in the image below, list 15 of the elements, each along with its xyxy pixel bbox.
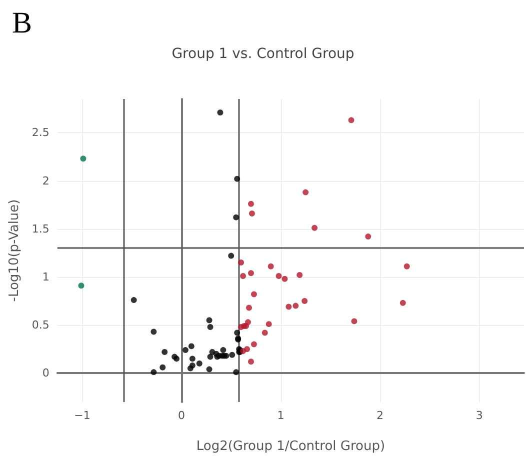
y-tick-label: 1.5 <box>32 222 50 236</box>
x-tick-label: 3 <box>476 409 483 422</box>
x-tick-label: 0 <box>178 409 185 422</box>
y-axis-title: -Log10(p-Value) <box>7 199 22 302</box>
x-axis-title: Log2(Group 1/Control Group) <box>196 439 386 454</box>
chart-title: Group 1 vs. Control Group <box>172 46 354 62</box>
y-tick-label: 2.5 <box>32 126 50 140</box>
y-tick-label: 2 <box>42 174 50 188</box>
x-tick-label: −1 <box>74 409 90 422</box>
y-tick-label: 0 <box>42 366 50 380</box>
y-tick-label: 1 <box>42 270 50 284</box>
y-tick-label: 0.5 <box>32 318 50 332</box>
x-tick-label: 2 <box>376 409 384 422</box>
text: B <box>12 6 32 40</box>
x-tick-label: 1 <box>277 409 284 422</box>
